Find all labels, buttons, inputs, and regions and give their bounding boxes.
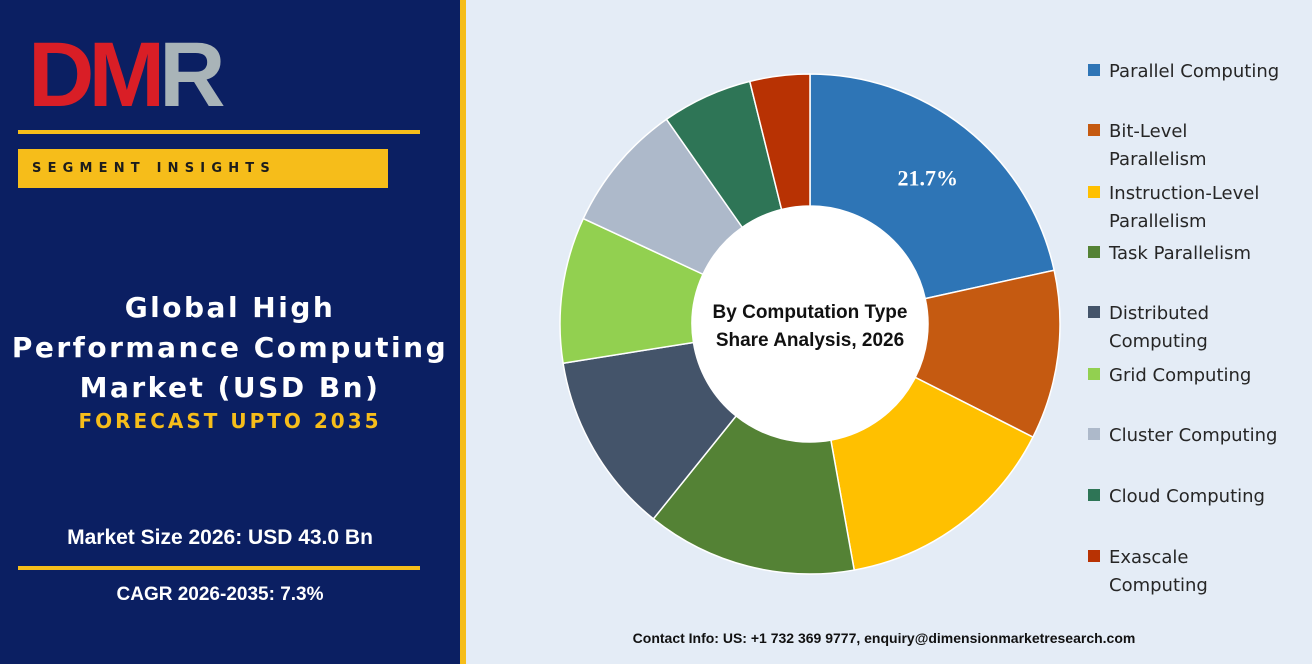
- legend-swatch: [1088, 246, 1100, 258]
- market-size-stat: Market Size 2026: USD 43.0 Bn: [67, 526, 373, 549]
- chart-legend: Parallel Computing Bit-Level Parallelism In…: [1088, 0, 1312, 620]
- legend-swatch: [1088, 124, 1100, 136]
- legend-item: Exascale Computing: [1088, 544, 1305, 600]
- segment-insights-bar: SEGMENT INSIGHTS: [18, 149, 388, 188]
- legend-label: Cloud Computing: [1109, 486, 1265, 507]
- title-line-1: Global High: [124, 291, 336, 324]
- svg-text:DMR: DMR: [28, 34, 224, 116]
- donut-center-label: Share Analysis, 2026: [716, 330, 904, 351]
- legend-label: Cluster Computing: [1109, 425, 1278, 446]
- donut-chart: 21.7% By Computation Type Share Analysis, …: [559, 73, 1061, 575]
- stats-divider: [18, 566, 420, 570]
- legend-item: Cluster Computing: [1088, 422, 1305, 450]
- legend-swatch: [1088, 428, 1100, 440]
- legend-label: Exascale Computing: [1109, 547, 1208, 596]
- slice-data-label: 21.7%: [898, 165, 959, 190]
- legend-label: Task Parallelism: [1109, 243, 1252, 264]
- legend-item: Parallel Computing: [1088, 58, 1305, 86]
- legend-swatch: [1088, 64, 1100, 76]
- legend-swatch: [1088, 186, 1100, 198]
- segment-insights-label: SEGMENT INSIGHTS: [32, 161, 276, 176]
- left-panel: DMR SEGMENT INSIGHTS Global High Perform…: [0, 0, 460, 664]
- legend-item: Grid Computing: [1088, 362, 1305, 390]
- legend-label: Bit-Level Parallelism: [1109, 121, 1207, 170]
- legend-item: Task Parallelism: [1088, 240, 1305, 268]
- title-line-2: Performance Computing: [11, 331, 449, 364]
- legend-label: Grid Computing: [1109, 365, 1252, 386]
- cagr-stat: CAGR 2026-2035: 7.3%: [116, 584, 324, 605]
- legend-label: Distributed Computing: [1109, 303, 1210, 352]
- report-title: Global High Performance Computing Market…: [0, 288, 460, 436]
- legend-item: Distributed Computing: [1088, 300, 1305, 356]
- donut-hole: [692, 206, 928, 442]
- dmr-logo: DMR: [28, 24, 238, 126]
- top-divider: [18, 130, 420, 134]
- legend-item: Bit-Level Parallelism: [1088, 118, 1305, 174]
- legend-swatch: [1088, 550, 1100, 562]
- legend-swatch: [1088, 489, 1100, 501]
- panel-border: [460, 0, 466, 664]
- legend-label: Parallel Computing: [1109, 61, 1280, 82]
- legend-item: Instruction-Level Parallelism: [1088, 180, 1305, 236]
- legend-item: Cloud Computing: [1088, 483, 1305, 511]
- legend-swatch: [1088, 368, 1100, 380]
- title-line-3: Market (USD Bn): [79, 371, 381, 404]
- legend-swatch: [1088, 306, 1100, 318]
- contact-info: Contact Info: US: +1 732 369 9777, enqui…: [632, 630, 1136, 646]
- legend-label: Instruction-Level Parallelism: [1109, 183, 1260, 232]
- donut-center-label: By Computation Type: [713, 302, 908, 323]
- forecast-subtitle: FORECAST UPTO 2035: [78, 409, 382, 433]
